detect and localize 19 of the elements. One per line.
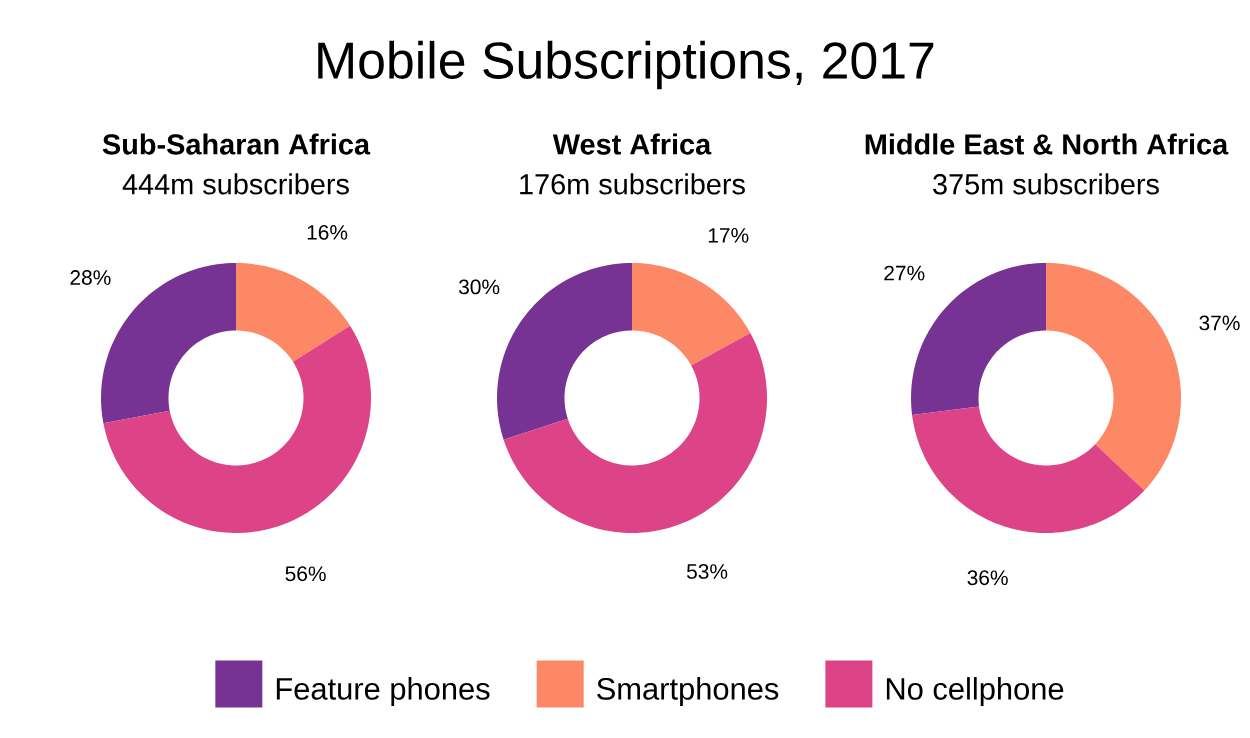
text: Mobile Subscriptions, 2017 <box>318 40 934 90</box>
legend-label: Feature phones <box>276 677 490 706</box>
data-label: 37% <box>1199 315 1240 331</box>
chart-subtitle: 375m subscribers <box>933 173 1159 195</box>
data-label: 16% <box>307 224 348 240</box>
chart-title: Sub-Saharan Africa <box>102 133 371 155</box>
data-label: 30% <box>458 279 500 295</box>
chart-title: West Africa <box>552 133 712 155</box>
data-label: 53% <box>686 564 728 579</box>
chart-subtitle: 444m subscribers <box>122 173 349 195</box>
data-label: 56% <box>285 566 326 582</box>
legend-label: Smartphones <box>597 677 779 706</box>
data-label: 28% <box>70 270 111 285</box>
data-label: 27% <box>884 265 925 281</box>
chart-subtitle: 176m subscribers <box>520 173 745 195</box>
data-label: 36% <box>967 570 1008 586</box>
data-label: 17% <box>708 228 749 243</box>
chart-title: Middle East & North Africa <box>865 133 1229 155</box>
legend-label: No cellphone <box>886 677 1064 706</box>
